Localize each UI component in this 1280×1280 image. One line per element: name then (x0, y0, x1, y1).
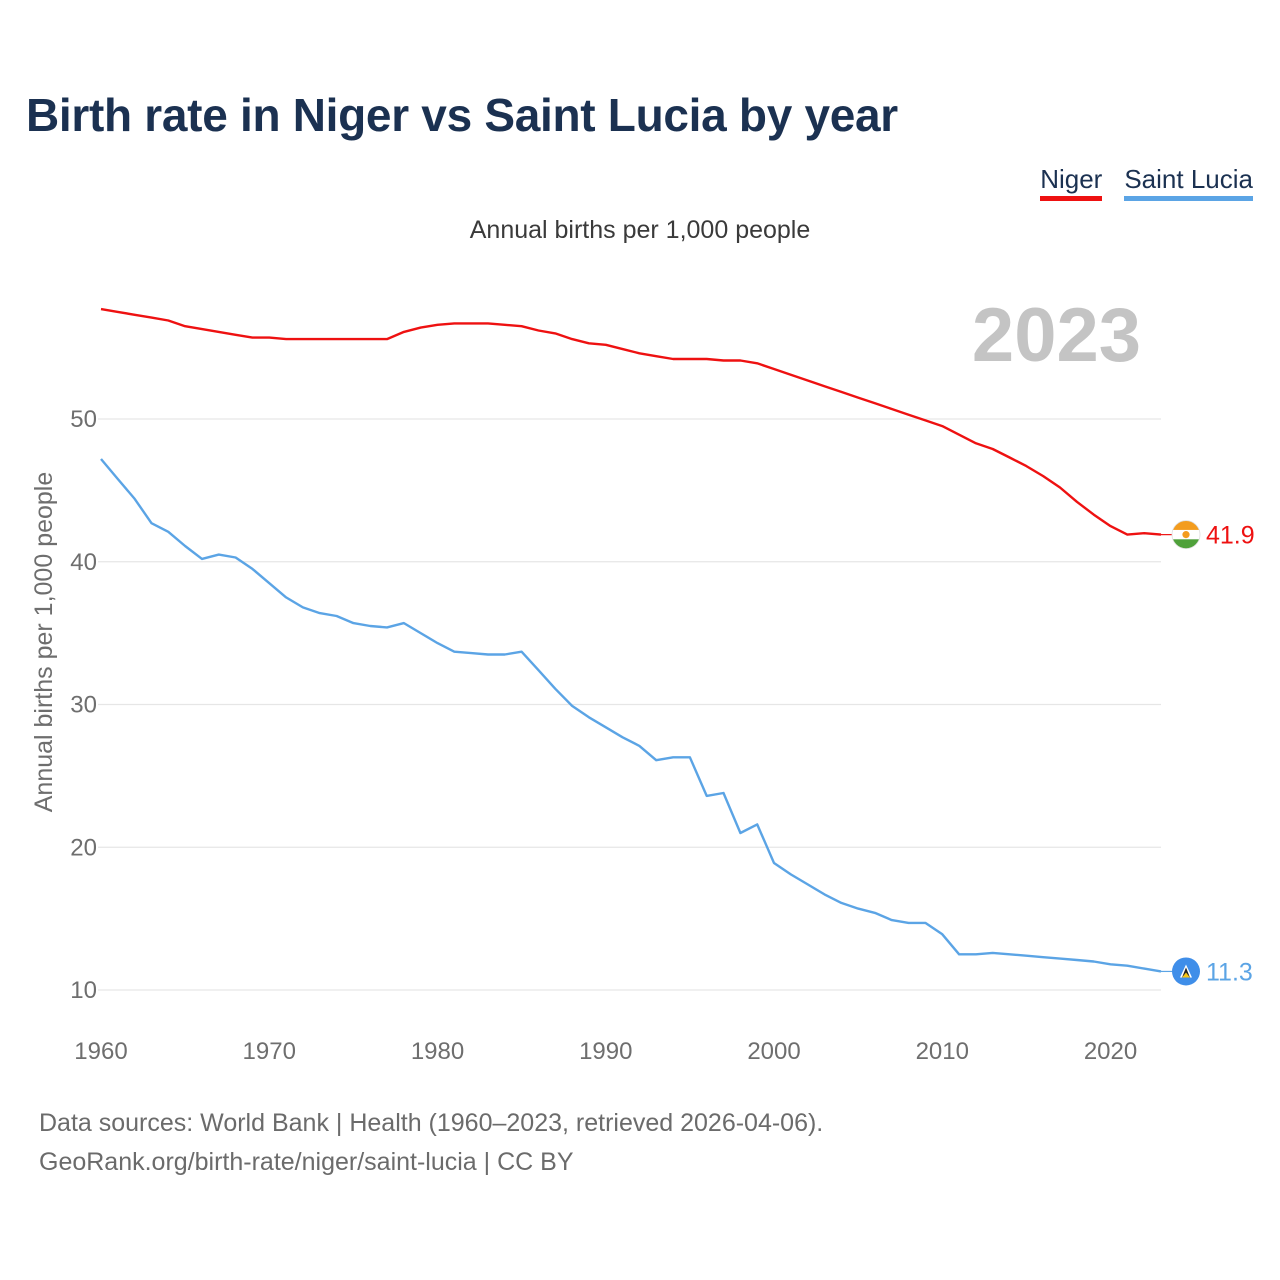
x-tick-1990: 1990 (579, 1038, 632, 1065)
year-label: 2023 (972, 293, 1141, 378)
source-line-1: Data sources: World Bank | Health (1960–… (39, 1109, 824, 1137)
y-tick-30: 30 (70, 692, 97, 719)
saint-lucia-flag-icon (1172, 957, 1200, 986)
legend: Niger Saint Lucia (1040, 164, 1253, 201)
series-line-niger[interactable] (100, 307, 1162, 536)
end-value-label-niger: 41.9 (1206, 522, 1255, 550)
y-tick-40: 40 (70, 549, 97, 576)
y-tick-50: 50 (70, 406, 97, 433)
chart-title: Birth rate in Niger vs Saint Lucia by ye… (26, 89, 898, 141)
y-axis-label: Annual births per 1,000 people (30, 472, 58, 813)
x-tick-2000: 2000 (747, 1038, 800, 1065)
chart-subtitle: Annual births per 1,000 people (469, 216, 811, 244)
y-tick-10: 10 (70, 977, 97, 1004)
legend-item-niger[interactable]: Niger (1040, 164, 1103, 201)
x-tick-2020: 2020 (1084, 1038, 1137, 1065)
legend-item-saint-lucia[interactable]: Saint Lucia (1124, 164, 1253, 201)
x-tick-1960: 1960 (74, 1038, 127, 1065)
source-line-2[interactable]: GeoRank.org/birth-rate/niger/saint-lucia… (39, 1148, 574, 1176)
series-line-saint-lucia[interactable] (100, 458, 1162, 973)
niger-flag-icon (1171, 520, 1201, 550)
x-tick-1970: 1970 (243, 1038, 296, 1065)
source-note: Data sources: World Bank | Health (1960–… (39, 1104, 823, 1182)
y-tick-20: 20 (70, 834, 97, 861)
x-tick-1980: 1980 (411, 1038, 464, 1065)
x-tick-2010: 2010 (916, 1038, 969, 1065)
end-value-label-saint-lucia: 11.3 (1206, 958, 1253, 986)
